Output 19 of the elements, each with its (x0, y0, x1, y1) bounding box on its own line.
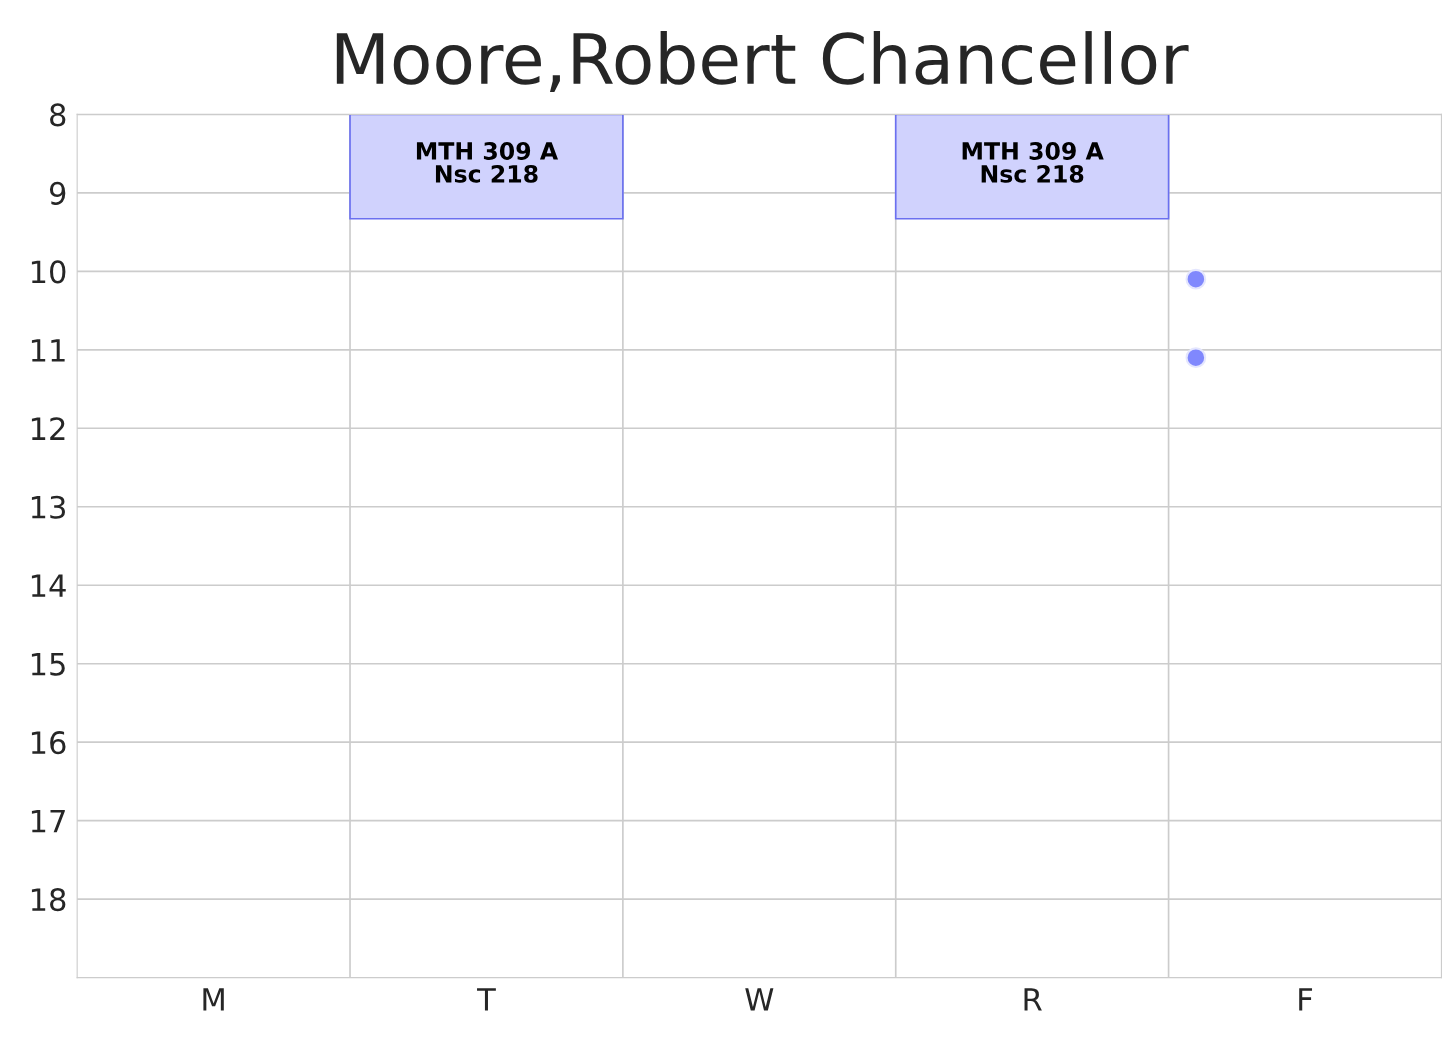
y-tick-label: 12 (31, 417, 65, 440)
y-tick-label: 18 (31, 888, 66, 912)
y-tick-label: 15 (31, 653, 65, 676)
y-tick-label: 10 (31, 260, 66, 284)
y-tick-label: 8 (50, 103, 66, 127)
annotation: MTH 309 A Nsc 218 (416, 142, 559, 183)
chart-title: Moore,Robert Chancellor (336, 31, 1189, 92)
y-tick-label: 14 (31, 574, 66, 597)
x-tick-label: M (203, 988, 224, 1011)
annotation: MTH 309 A Nsc 218 (962, 142, 1104, 183)
x-tick-label: T (477, 988, 496, 1011)
y-tick-label: 9 (49, 181, 66, 205)
x-tick-label: W (745, 988, 774, 1011)
y-tick-label: 13 (31, 495, 65, 519)
y-tick-label: 16 (31, 731, 66, 755)
x-tick-label: R (1024, 988, 1042, 1011)
y-tick-label: 11 (31, 339, 65, 362)
x-tick-label: F (1299, 988, 1313, 1011)
y-tick-label: 17 (31, 809, 65, 833)
